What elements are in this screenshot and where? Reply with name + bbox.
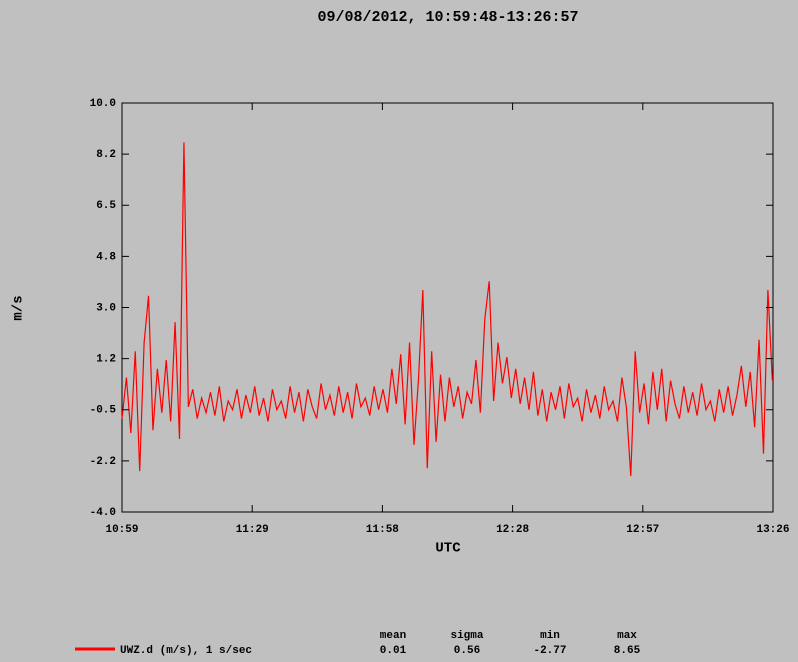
data-line [121,142,773,477]
y-axis-label: m/s [11,295,27,320]
y-tick-label: -2.2 [90,456,116,468]
y-tick-label: 6.5 [96,200,116,212]
x-axis-label: UTC [435,541,461,557]
stat-label: mean [380,630,406,642]
y-tick-label: 8.2 [96,149,116,161]
stat-value: 0.56 [454,645,480,657]
y-tick-label: 4.8 [96,251,116,263]
x-tick-label: 13:26 [756,524,789,536]
stat-value: 8.65 [614,645,641,657]
x-tick-label: 11:58 [366,524,399,536]
stat-label: min [540,630,560,642]
y-tick-label: -4.0 [90,507,116,519]
y-tick-label: 3.0 [96,302,116,314]
y-tick-label: 1.2 [96,354,116,366]
legend-label: UWZ.d (m/s), 1 s/sec [120,645,252,657]
y-tick-label: 10.0 [90,98,116,110]
y-tick-label: -0.5 [90,405,117,417]
stat-label: sigma [450,630,483,642]
chart-title: 09/08/2012, 10:59:48-13:26:57 [317,9,578,26]
x-tick-label: 11:29 [236,524,269,536]
x-tick-label: 10:59 [105,524,138,536]
stat-value: -2.77 [533,645,566,657]
stat-label: max [617,630,637,642]
x-tick-label: 12:57 [626,524,659,536]
x-tick-label: 12:28 [496,524,529,536]
plot-area [121,102,774,513]
stat-value: 0.01 [380,645,407,657]
